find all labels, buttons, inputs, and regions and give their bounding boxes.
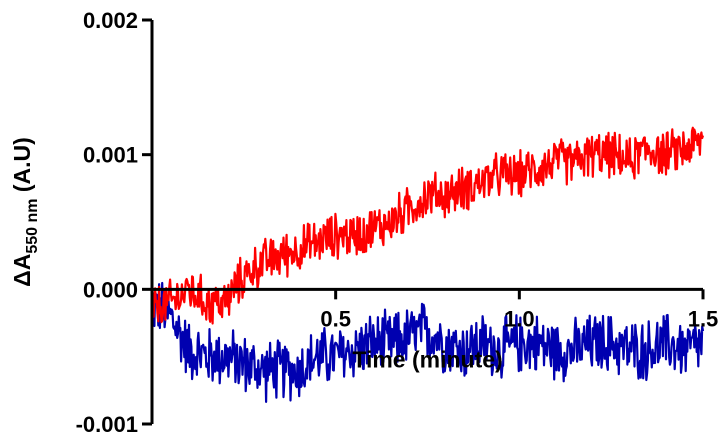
y-tick-label: 0.002 [83, 8, 138, 33]
data-series-1-line [151, 126, 705, 325]
y-axis-title-prefix: ΔA [9, 254, 35, 287]
x-tick-label: 0.5 [320, 306, 351, 331]
tick-group: -0.001 0.000 0.001 0.002 0.5 1.0 1.5 [76, 8, 719, 434]
y-tick-label: 0.001 [83, 143, 138, 168]
y-tick-label: 0.000 [83, 277, 138, 302]
y-axis-title-subscript: 550 nm [24, 199, 41, 254]
x-tick-label: 1.5 [688, 306, 719, 331]
data-series-2-line [150, 281, 705, 403]
axes-group [150, 20, 703, 424]
x-axis-title: Time (minute) [352, 346, 502, 372]
y-axis-title: ΔA550 nm (A.U) [9, 137, 41, 287]
y-tick-label: -0.001 [76, 412, 138, 434]
y-axis-title-suffix: (A.U) [9, 137, 35, 198]
x-tick-label: 1.0 [504, 306, 535, 331]
